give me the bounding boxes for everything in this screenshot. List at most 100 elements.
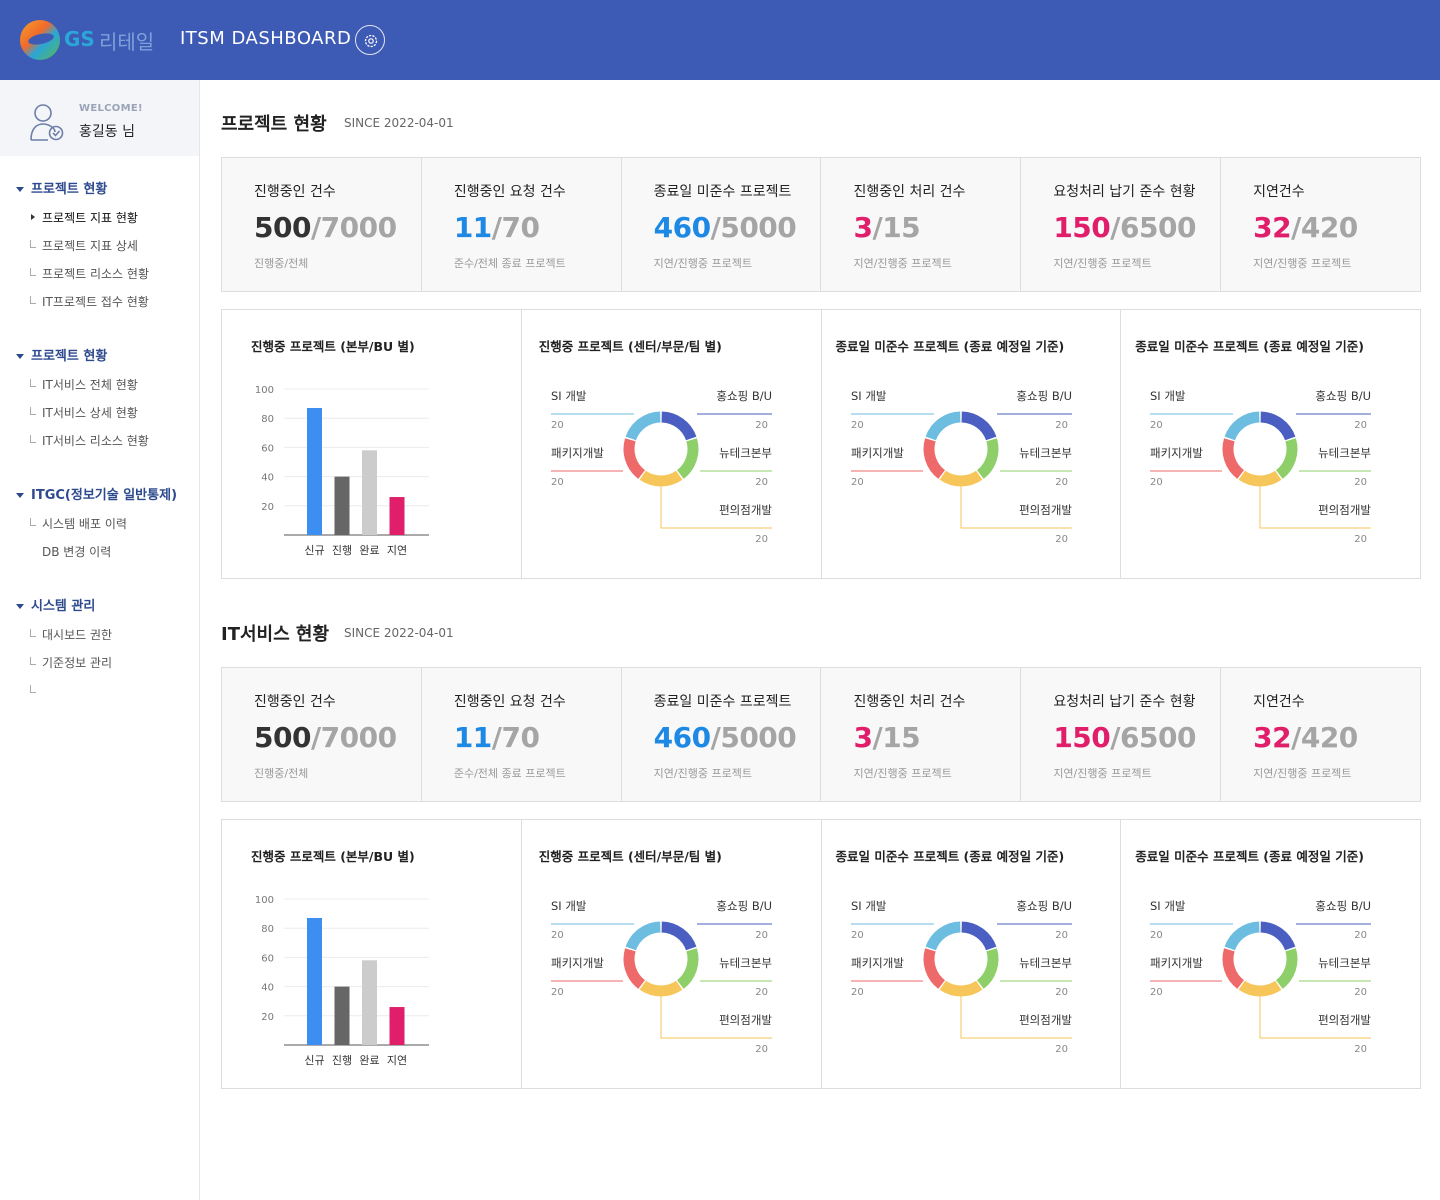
- donut-slice[interactable]: [676, 438, 699, 479]
- donut-slice[interactable]: [925, 921, 961, 951]
- donut-slice[interactable]: [623, 948, 645, 989]
- donut-slice[interactable]: [660, 921, 697, 951]
- kpi-total-number: /15: [872, 721, 921, 754]
- callout-value: 20: [851, 987, 864, 998]
- y-tick-label: 20: [261, 502, 274, 513]
- nav-item-it-project-intake[interactable]: IT프로젝트 접수 현황: [0, 288, 200, 316]
- donut-chart: 홍쇼핑 B/U 20 뉴테크본부 20 편의점개발 20 패키지개발 20 SI 개발 20: [850, 389, 1072, 545]
- kpi-card[interactable]: 지연건수 32/420 지연/진행중 프로젝트: [1220, 668, 1420, 801]
- donut-slice[interactable]: [923, 948, 945, 989]
- nav-item-itservice-resource[interactable]: IT서비스 리소스 현황: [0, 427, 200, 455]
- kpi-total-number: /7000: [310, 211, 397, 244]
- nav-head-itgc[interactable]: ITGC(정보기술 일반통제): [0, 486, 200, 506]
- section-since: SINCE 2022-04-01: [344, 626, 454, 640]
- kpi-card[interactable]: 종료일 미준수 프로젝트 460/5000 지연/진행중 프로젝트: [620, 158, 821, 291]
- donut-slice[interactable]: [639, 470, 683, 487]
- donut-chart: 홍쇼핑 B/U 20 뉴테크본부 20 편의점개발 20 패키지개발 20 SI 개발 20: [1150, 899, 1372, 1055]
- donut-chart: 홍쇼핑 B/U 20 뉴테크본부 20 편의점개발 20 패키지개발 20 SI 개발 20: [550, 389, 772, 545]
- kpi-card[interactable]: 진행중인 요청 건수 11/70 준수/전체 종료 프로젝트: [420, 158, 621, 291]
- kpi-caption: 지연/진행중 프로젝트: [853, 257, 952, 270]
- donut-slice[interactable]: [1224, 411, 1261, 441]
- nav-item-project-index[interactable]: 프로젝트 지표 현황: [0, 204, 200, 232]
- bar-진행[interactable]: [334, 476, 350, 535]
- kpi-current-number: 3: [853, 211, 873, 244]
- donut-slice[interactable]: [623, 438, 645, 479]
- settings-button[interactable]: [355, 25, 385, 55]
- donut-slice[interactable]: [1276, 438, 1298, 479]
- callout-label: 뉴테크본부: [1019, 446, 1072, 460]
- kpi-card[interactable]: 지연건수 32/420 지연/진행중 프로젝트: [1220, 158, 1420, 291]
- kpi-total-number: /420: [1291, 211, 1358, 244]
- donut-slice[interactable]: [1222, 438, 1245, 479]
- nav-item-itservice-all[interactable]: IT서비스 전체 현황: [0, 371, 200, 399]
- nav-item-label: IT서비스 전체 현황: [42, 378, 138, 392]
- bar-진행[interactable]: [334, 986, 350, 1045]
- donut-slice[interactable]: [660, 411, 697, 441]
- nav-item-itservice-detail[interactable]: IT서비스 상세 현황: [0, 399, 200, 427]
- nav-head-system[interactable]: 시스템 관리: [0, 597, 200, 617]
- bar-완료[interactable]: [362, 960, 377, 1045]
- callout-value: 20: [851, 420, 864, 431]
- donut-slice[interactable]: [923, 438, 945, 479]
- donut-slice[interactable]: [960, 921, 996, 951]
- donut-slice[interactable]: [625, 921, 661, 951]
- kpi-card[interactable]: 종료일 미준수 프로젝트 460/5000 지연/진행중 프로젝트: [620, 668, 821, 801]
- donut-slice[interactable]: [939, 470, 982, 487]
- donut-chart: 홍쇼핑 B/U 20 뉴테크본부 20 편의점개발 20 패키지개발 20 SI 개발 20: [1150, 389, 1372, 545]
- kpi-card[interactable]: 진행중인 건수 500/7000 진행중/전체: [222, 158, 421, 291]
- callout-value: 20: [551, 420, 564, 431]
- y-tick-label: 60: [261, 443, 274, 454]
- bar-완료[interactable]: [362, 450, 377, 535]
- bar-지연[interactable]: [389, 497, 405, 535]
- kpi-value: 500/7000: [254, 721, 397, 754]
- callout-value: 20: [1055, 1044, 1068, 1055]
- kpi-card[interactable]: 진행중인 건수 500/7000 진행중/전체: [222, 668, 421, 801]
- donut-slice[interactable]: [925, 411, 961, 441]
- kpi-card[interactable]: 진행중인 처리 건수 3/15 지연/진행중 프로젝트: [820, 668, 1020, 801]
- donut-slice[interactable]: [1222, 948, 1245, 989]
- donut-slice[interactable]: [1260, 921, 1296, 951]
- nav-item-dashboard-permission[interactable]: 대시보드 권한: [0, 621, 200, 649]
- nav-item-empty[interactable]: [0, 677, 200, 705]
- donut-slice[interactable]: [1224, 921, 1261, 951]
- donut-slice[interactable]: [1276, 948, 1298, 989]
- kpi-current-number: 32: [1253, 211, 1292, 244]
- nav-item-db-change-history[interactable]: DB 변경 이력: [0, 538, 200, 566]
- kpi-card[interactable]: 요청처리 납기 준수 현황 150/6500 지연/진행중 프로젝트: [1020, 668, 1220, 801]
- donut-slice[interactable]: [1238, 980, 1282, 997]
- nav-head-project[interactable]: 프로젝트 현황: [0, 180, 200, 200]
- chart-row: 진행중 프로젝트 (본부/BU 별) 20 40 60 80 100 신규 진행 완료 지연 진행중…: [221, 819, 1421, 1089]
- caret-down-icon: [16, 604, 24, 609]
- callout-value: 20: [551, 987, 564, 998]
- donut-slice[interactable]: [976, 438, 998, 479]
- bar-chart: 20 40 60 80 100 신규 진행 완료 지연: [255, 385, 429, 557]
- nav-item-project-resource[interactable]: 프로젝트 리소스 현황: [0, 260, 200, 288]
- donut-slice[interactable]: [625, 411, 661, 441]
- nav-head-itservice[interactable]: 프로젝트 현황: [0, 347, 200, 367]
- callout-value: 20: [755, 1044, 768, 1055]
- app-title: ITSM DASHBOARD: [180, 28, 352, 49]
- donut-slice[interactable]: [939, 980, 982, 997]
- tree-branch-icon: [30, 268, 36, 276]
- nav-item-deploy-history[interactable]: 시스템 배포 이력: [0, 510, 200, 538]
- x-tick-label: 진행: [332, 544, 352, 557]
- gs-retail-logo[interactable]: GS 리테일: [20, 20, 160, 60]
- kpi-card[interactable]: 진행중인 요청 건수 11/70 준수/전체 종료 프로젝트: [420, 668, 621, 801]
- kpi-title: 종료일 미준수 프로젝트: [653, 694, 792, 710]
- kpi-title: 종료일 미준수 프로젝트: [653, 184, 792, 200]
- kpi-card[interactable]: 요청처리 납기 준수 현황 150/6500 지연/진행중 프로젝트: [1020, 158, 1220, 291]
- donut-slice[interactable]: [1260, 411, 1296, 441]
- nav-item-project-detail[interactable]: 프로젝트 지표 상세: [0, 232, 200, 260]
- donut-slice[interactable]: [976, 948, 998, 989]
- callout-label: 뉴테크본부: [719, 956, 772, 970]
- nav-item-master-data[interactable]: 기준정보 관리: [0, 649, 200, 677]
- bar-chart: 20 40 60 80 100 신규 진행 완료 지연: [255, 895, 429, 1067]
- donut-slice[interactable]: [1238, 470, 1282, 487]
- donut-slice[interactable]: [960, 411, 996, 441]
- donut-slice[interactable]: [676, 948, 699, 989]
- kpi-card[interactable]: 진행중인 처리 건수 3/15 지연/진행중 프로젝트: [820, 158, 1020, 291]
- donut-slice[interactable]: [639, 980, 683, 997]
- bar-지연[interactable]: [389, 1007, 405, 1045]
- bar-신규[interactable]: [307, 917, 322, 1045]
- bar-신규[interactable]: [307, 407, 322, 535]
